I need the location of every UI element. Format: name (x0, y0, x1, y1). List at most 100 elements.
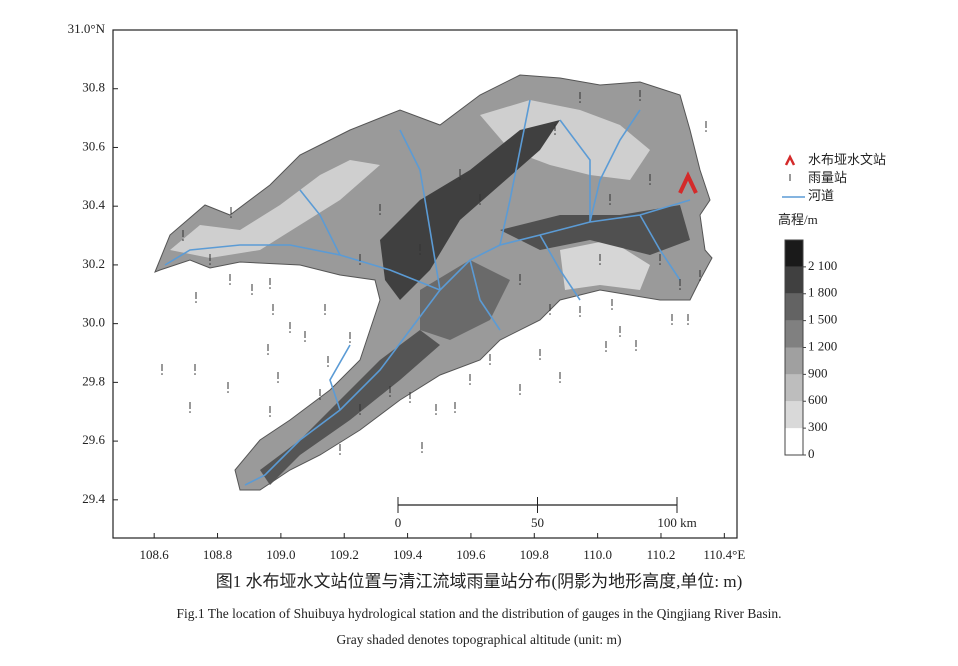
river (469, 259, 501, 331)
colorbar-label: 1 200 (808, 338, 837, 353)
y-tick-label: 30.4 (82, 197, 105, 212)
gauge-dot (549, 313, 551, 315)
river (499, 99, 531, 246)
x-tick-label: 110.2 (647, 547, 676, 562)
caption-en: Fig.1 The location of Shuibuya hydrologi… (177, 606, 782, 621)
gauge-dot (479, 203, 481, 205)
gauge-dot (269, 287, 271, 289)
y-tick-label: 29.6 (82, 432, 105, 447)
colorbar-label: 2 100 (808, 258, 837, 273)
x-tick-label: 109.4 (393, 547, 423, 562)
gauge-dot (194, 373, 196, 375)
gauge-dot (705, 130, 707, 132)
gauge-dot (389, 395, 391, 397)
gauge-dot (267, 353, 269, 355)
gauge-dot (559, 381, 561, 383)
scale-label: 100 km (657, 515, 696, 530)
colorbar-label: 1 800 (808, 285, 837, 300)
gauges (161, 90, 707, 455)
river (329, 344, 351, 411)
gauge-dot (195, 301, 197, 303)
gauge-dot (579, 101, 581, 103)
river (589, 109, 641, 223)
gauge-dot (319, 398, 321, 400)
station-marker (678, 171, 698, 194)
gauge-dot (519, 283, 521, 285)
colorbar-title: 高程/m (778, 212, 818, 227)
colorbar-band (785, 266, 803, 294)
gauge-dot (659, 263, 661, 265)
gauge-dot (289, 331, 291, 333)
ridge (500, 205, 690, 255)
gauge-dot (699, 279, 701, 281)
caption-en: Gray shaded denotes topographical altitu… (337, 632, 622, 647)
gauge-dot (679, 288, 681, 290)
x-tick-label: 109.0 (266, 547, 295, 562)
river (539, 234, 581, 301)
gauge-dot (251, 293, 253, 295)
gauge-dot (349, 341, 351, 343)
gauge-dot (229, 283, 231, 285)
ridge (260, 330, 440, 485)
gauge-dot (554, 133, 556, 135)
gauge-dot (435, 413, 437, 415)
colorbar-band (785, 401, 803, 429)
x-tick-label: 110.0 (583, 547, 612, 562)
colorbar-band (785, 428, 803, 455)
colorbar-band (785, 347, 803, 375)
gauge-dot (189, 411, 191, 413)
ridge (420, 260, 510, 340)
gauge-dot (209, 263, 211, 265)
legend-label: 雨量站 (808, 170, 847, 185)
colorbar: 高程/m 0 300 600 900 1 200 1 500 1 800 2 100 (778, 212, 837, 461)
river (639, 214, 681, 281)
colorbar-label: 300 (808, 419, 828, 434)
gauge-dot (599, 263, 601, 265)
x-tick-label: 110.4°E (703, 547, 745, 562)
y-tick-label: 30.0 (82, 315, 105, 330)
y-tick-label: 31.0°N (68, 21, 106, 36)
gauge-dot (419, 253, 421, 255)
gauge-dot (454, 411, 456, 413)
gauge-dot (379, 213, 381, 215)
gauge-dot (519, 393, 521, 395)
gauge-dot (359, 263, 361, 265)
gauge-dot (230, 216, 232, 218)
gauge-dot (161, 373, 163, 375)
gauge-dot (609, 203, 611, 205)
gauge-dot (269, 415, 271, 417)
gauge-dot (605, 350, 607, 352)
gauge-dot (359, 413, 361, 415)
river (399, 129, 441, 291)
colorbar-band (785, 320, 803, 348)
axes: 108.6 108.8 109.0 109.2 109.4 109.6 109.8 110.0… (68, 21, 746, 562)
x-tick-label: 109.6 (456, 547, 486, 562)
colorbar-band (785, 240, 803, 267)
gauge-dot (635, 349, 637, 351)
legend-label: 河道 (808, 188, 834, 203)
gauge-dot (272, 313, 274, 315)
y-tick-label: 29.8 (82, 373, 105, 388)
gauge-dot (639, 99, 641, 101)
gauge-dot (227, 391, 229, 393)
river (559, 119, 591, 222)
colorbar-label: 900 (808, 365, 828, 380)
colorbar-label: 1 500 (808, 312, 837, 327)
gauge-dot (327, 365, 329, 367)
colorbar-band (785, 293, 803, 321)
gauge-dot (339, 453, 341, 455)
gauge-dot (421, 451, 423, 453)
x-tick-label: 109.8 (520, 547, 549, 562)
lowland (480, 100, 650, 180)
caption-zh: 图1 水布垭水文站位置与清江流域雨量站分布(阴影为地形高度,单位: m) (216, 572, 743, 591)
lowland (170, 160, 380, 258)
rivers (164, 99, 691, 486)
gauge-dot (671, 323, 673, 325)
colorbar-band (785, 374, 803, 402)
x-tick-label: 109.2 (330, 547, 359, 562)
gauge-dot (409, 401, 411, 403)
scale-label: 50 (531, 515, 544, 530)
gauge-dot (649, 183, 651, 185)
gauge-dot (324, 313, 326, 315)
